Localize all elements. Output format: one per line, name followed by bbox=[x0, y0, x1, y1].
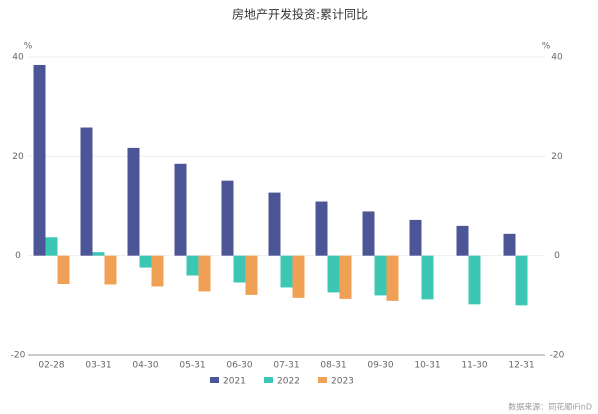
x-tick-label: 11-30 bbox=[461, 361, 487, 371]
bar bbox=[268, 192, 281, 256]
x-tick-label: 02-28 bbox=[38, 361, 64, 371]
bar bbox=[151, 255, 164, 287]
x-tick-label: 09-30 bbox=[367, 361, 393, 371]
y-unit: % bbox=[24, 42, 33, 52]
bar bbox=[57, 255, 70, 284]
bar bbox=[280, 255, 293, 288]
x-tick-label: 07-31 bbox=[273, 361, 299, 371]
legend-label: 2023 bbox=[331, 377, 354, 387]
bar bbox=[409, 219, 422, 256]
bar bbox=[221, 180, 234, 256]
bar bbox=[456, 225, 469, 256]
y2-tick-label: 40 bbox=[551, 53, 563, 63]
y2-tick-label: -20 bbox=[550, 351, 565, 361]
chart-title: 房地产开发投资:累计同比 bbox=[232, 7, 368, 22]
bar bbox=[421, 255, 434, 300]
y-tick-label: 0 bbox=[15, 251, 21, 261]
bar bbox=[45, 237, 58, 256]
bar bbox=[362, 211, 375, 256]
bar bbox=[198, 255, 211, 292]
bar bbox=[515, 255, 528, 306]
legend-swatch bbox=[210, 377, 219, 383]
source: 数据来源：同花顺iFinD bbox=[508, 402, 592, 412]
bar bbox=[127, 147, 140, 256]
y-tick-label: 40 bbox=[12, 53, 24, 63]
bar bbox=[468, 255, 481, 305]
bar bbox=[339, 255, 352, 299]
bar bbox=[80, 127, 93, 256]
x-tick-label: 10-31 bbox=[414, 361, 440, 371]
y2-tick-label: 0 bbox=[554, 251, 560, 261]
y2-unit: % bbox=[542, 42, 551, 52]
bar bbox=[503, 233, 516, 256]
legend-label: 2021 bbox=[223, 377, 246, 387]
bar bbox=[374, 255, 387, 296]
bar bbox=[92, 252, 105, 256]
bar bbox=[186, 255, 199, 276]
y-tick-label: 20 bbox=[12, 152, 24, 162]
bar bbox=[104, 255, 117, 285]
x-tick-label: 04-30 bbox=[132, 361, 158, 371]
legend-swatch bbox=[264, 377, 273, 383]
bar bbox=[139, 255, 152, 268]
bar bbox=[315, 201, 328, 256]
x-tick-label: 03-31 bbox=[85, 361, 111, 371]
y2-tick-label: 20 bbox=[551, 152, 563, 162]
y-tick-label: -20 bbox=[11, 351, 26, 361]
bar bbox=[386, 255, 399, 301]
legend-label: 2022 bbox=[277, 377, 300, 387]
bar bbox=[174, 163, 187, 256]
x-tick-label: 05-31 bbox=[179, 361, 205, 371]
x-tick-label: 12-31 bbox=[508, 361, 534, 371]
legend-swatch bbox=[318, 377, 327, 383]
x-tick-label: 06-30 bbox=[226, 361, 252, 371]
bar bbox=[233, 255, 246, 283]
x-tick-label: 08-31 bbox=[320, 361, 346, 371]
bar bbox=[33, 64, 46, 256]
bar bbox=[245, 255, 258, 295]
bar bbox=[327, 255, 340, 293]
bar bbox=[292, 255, 305, 298]
